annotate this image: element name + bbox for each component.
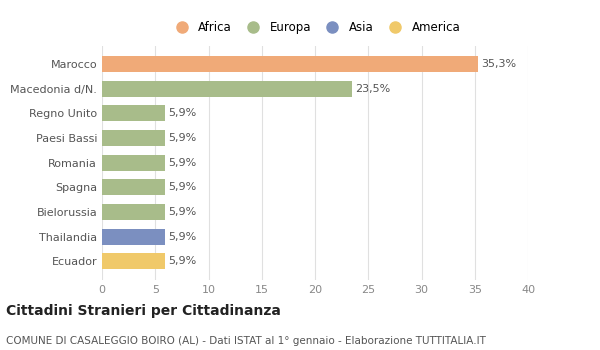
Text: 5,9%: 5,9%: [168, 133, 196, 143]
Bar: [102, 105, 165, 121]
Bar: [102, 253, 165, 270]
Bar: [102, 229, 165, 245]
Text: 5,9%: 5,9%: [168, 256, 196, 266]
Text: COMUNE DI CASALEGGIO BOIRO (AL) - Dati ISTAT al 1° gennaio - Elaborazione TUTTIT: COMUNE DI CASALEGGIO BOIRO (AL) - Dati I…: [6, 336, 486, 346]
Bar: [102, 180, 165, 195]
Text: 5,9%: 5,9%: [168, 232, 196, 242]
Bar: [102, 81, 352, 97]
Bar: [102, 56, 478, 72]
Text: 5,9%: 5,9%: [168, 108, 196, 118]
Text: 23,5%: 23,5%: [355, 84, 391, 94]
Bar: [102, 130, 165, 146]
Bar: [102, 204, 165, 220]
Text: 5,9%: 5,9%: [168, 207, 196, 217]
Text: Cittadini Stranieri per Cittadinanza: Cittadini Stranieri per Cittadinanza: [6, 304, 281, 318]
Text: 5,9%: 5,9%: [168, 182, 196, 192]
Text: 5,9%: 5,9%: [168, 158, 196, 168]
Bar: [102, 155, 165, 171]
Text: 35,3%: 35,3%: [481, 59, 516, 69]
Legend: Africa, Europa, Asia, America: Africa, Europa, Asia, America: [170, 21, 460, 34]
